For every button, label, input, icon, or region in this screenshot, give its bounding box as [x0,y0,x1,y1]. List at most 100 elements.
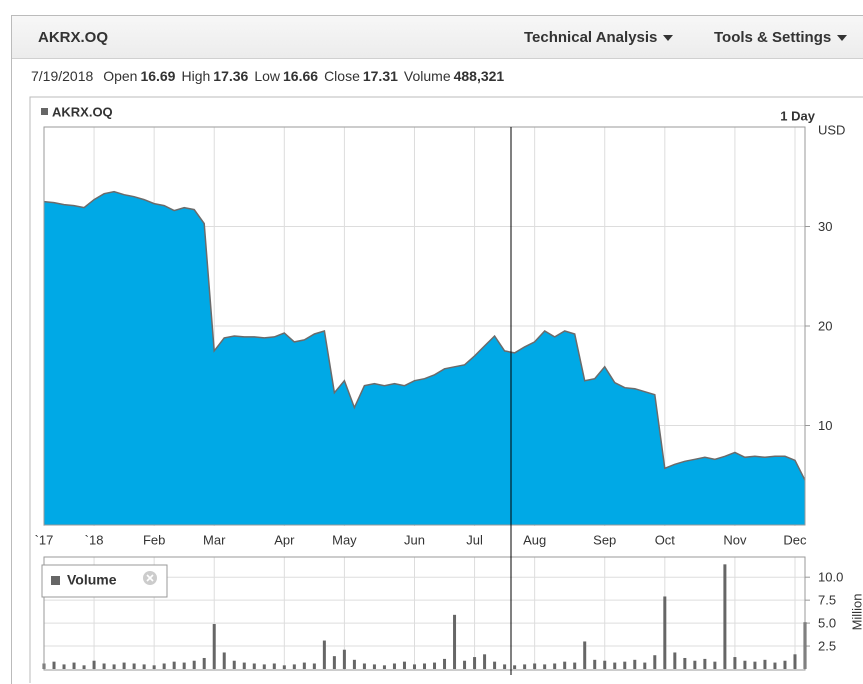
volume-bar [352,659,356,669]
x-tick-label: Aug [523,532,546,547]
volume-bar [513,665,517,669]
volume-bar [623,661,627,669]
quote-label: Low [254,68,281,84]
volume-bar [312,663,316,669]
volume-bar [773,662,777,669]
quote-label: Volume [403,68,451,84]
volume-bar [192,660,196,669]
x-tick-label: Sep [593,532,616,547]
volume-bar [392,663,396,669]
volume-bar [793,654,797,669]
volume-bar [643,662,647,669]
x-tick-label: May [332,532,357,547]
volume-bar [523,664,527,669]
header: AKRX.OQ Technical Analysis Tools & Setti… [12,16,863,59]
volume-bar [603,660,607,669]
quote-value: 17.36 [213,68,249,84]
volume-bar [783,660,787,669]
quote-value: 17.31 [362,68,398,84]
volume-bar [753,661,757,669]
volume-bar [453,614,457,669]
volume-bar [342,649,346,669]
volume-bar [533,663,537,669]
menu-label[interactable]: Technical Analysis [524,29,658,46]
x-tick-label: Dec [783,532,807,547]
y-axis-label: Million [849,594,863,631]
volume-bar [763,659,767,669]
volume-bar [52,661,56,669]
widget: AKRX.OQ Technical Analysis Tools & Setti… [11,15,863,684]
volume-bar [322,640,326,669]
x-tick-label: Apr [274,532,295,547]
volume-bar [162,663,166,669]
volume-bar [252,663,256,669]
volume-bar [493,661,497,669]
quote-label: Open [103,68,138,84]
volume-bar [733,657,737,669]
chart-title: AKRX.OQ [52,104,113,119]
volume-bar [483,654,487,669]
volume-bar [463,660,467,669]
y-tick-label: 10.0 [818,570,843,585]
quote-date: 7/19/2018 [31,68,94,84]
x-tick-label: Nov [723,532,747,547]
x-tick-label: `17 [35,532,54,547]
volume-bar [663,596,667,669]
volume-bar [372,664,376,669]
volume-bar [743,660,747,669]
close-button[interactable] [143,571,157,585]
price-area [44,191,805,525]
volume-bar [242,662,246,669]
volume-bar [222,652,226,669]
quote-label: High [181,68,211,84]
volume-bar [653,655,657,669]
quote-label: Close [324,68,360,84]
volume-bar [402,661,406,669]
menu-label[interactable]: Tools & Settings [714,29,832,46]
plot-frame [43,556,806,671]
interval[interactable]: 1 Day [780,108,815,123]
x-tick-label: `18 [85,532,104,547]
volume-bar [583,641,587,669]
quote-value: 16.69 [140,68,176,84]
volume-bar [703,658,707,669]
quote-bar: 7/19/2018 Open 16.69 High 17.36 Low 16.66 Clos… [31,68,504,84]
y-tick-label: 2.5 [818,638,836,653]
y-tick-label: 20 [818,318,832,333]
volume-bar [232,660,236,669]
quote-value: 16.66 [283,68,319,84]
volume-bar [202,657,206,669]
price-line [43,190,806,481]
volume-bar [443,658,447,669]
volume-bar [503,664,507,669]
x-tick-label: Mar [203,532,226,547]
volume-bar [172,661,176,669]
volume-bar [613,662,617,669]
symbol: AKRX.OQ [38,29,109,46]
volume-bar [713,661,717,669]
x-tick-label: Jul [466,532,483,547]
legend-label: Volume [67,572,117,588]
volume-bar [543,664,547,669]
y-tick-label: 5.0 [818,616,836,631]
volume-bar [332,656,336,669]
volume-bar [142,664,146,669]
menu[interactable]: Technical Analysis [524,29,674,46]
plot-frame [43,126,806,526]
volume-bar [382,665,386,669]
y-tick-label: 30 [818,219,832,234]
menu[interactable]: Tools & Settings [714,29,848,46]
volume-bar [593,659,597,669]
volume-bar [423,663,426,669]
volume-bar [72,662,76,669]
volume-bar [212,624,216,669]
volume-bar [563,661,567,669]
volume-bar [723,564,727,669]
volume-bar [132,663,136,669]
volume-bar [102,663,106,669]
volume-bar [272,663,276,669]
quote-value: 488,321 [453,68,505,84]
legend-swatch [41,108,48,115]
volume-bar [122,662,126,669]
